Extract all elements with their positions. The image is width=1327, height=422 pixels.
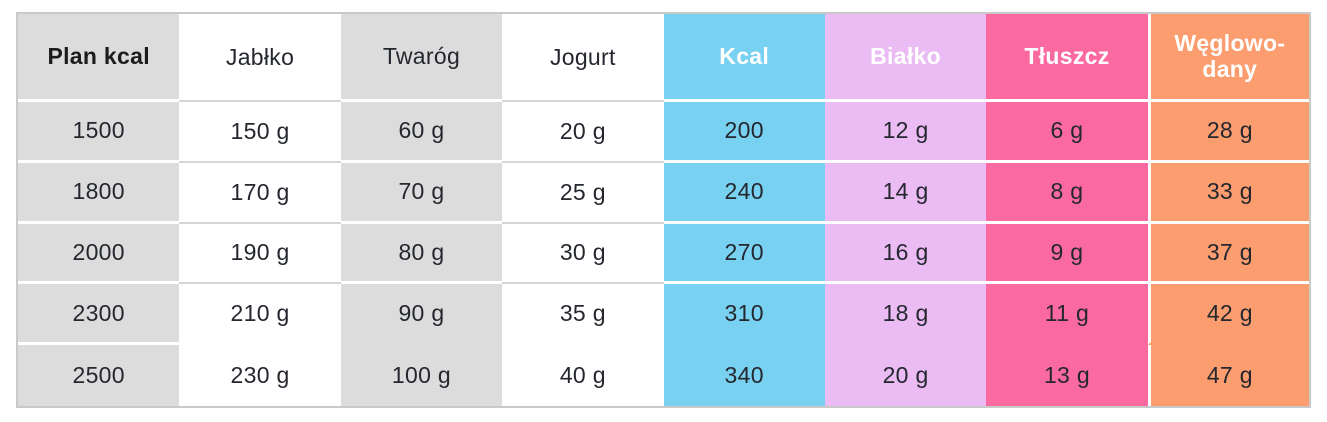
- row-header-plan: 2000: [18, 223, 180, 285]
- cell-tluszcz: 9 g: [986, 223, 1148, 285]
- table-row-1500: 1500 150 g 60 g 20 g 200 12 g 6 g 28 g: [18, 102, 1309, 163]
- table-row-2000: 2000 190 g 80 g 30 g 270 16 g 9 g 37 g: [18, 223, 1309, 285]
- cell-jogurt: 40 g: [502, 345, 664, 406]
- cell-kcal: 270: [663, 223, 825, 285]
- cell-tluszcz: 6 g: [986, 102, 1148, 163]
- cell-kcal: 240: [663, 162, 825, 224]
- cell-jogurt: 30 g: [502, 223, 664, 285]
- cell-jogurt: 35 g: [502, 284, 664, 346]
- cell-jablko: 150 g: [179, 102, 341, 163]
- cell-twarog: 90 g: [340, 284, 503, 346]
- column-header-plan-kcal: Plan kcal: [18, 14, 180, 102]
- table-row-2500: 2500 230 g 100 g 40 g 340 20 g 13 g 47 g: [18, 345, 1309, 406]
- column-header-bialko: Białko: [824, 14, 987, 102]
- cell-bialko: 20 g: [824, 345, 987, 406]
- cell-jogurt: 25 g: [502, 162, 664, 224]
- cell-tluszcz: 11 g: [986, 284, 1148, 346]
- cell-bialko: 14 g: [824, 162, 987, 224]
- column-header-kcal: Kcal: [663, 14, 825, 102]
- row-header-plan: 2300: [18, 284, 180, 346]
- cell-weglowodany: 33 g: [1147, 162, 1309, 224]
- cell-jablko: 210 g: [179, 284, 341, 346]
- table-row-2300: 2300 210 g 90 g 35 g 310 18 g 11 g 42 g: [18, 284, 1309, 346]
- cell-twarog: 60 g: [340, 102, 503, 163]
- row-header-plan: 2500: [18, 345, 180, 406]
- table-row-1800: 1800 170 g 70 g 25 g 240 14 g 8 g 33 g: [18, 162, 1309, 224]
- cell-weglowodany: 47 g: [1147, 345, 1309, 406]
- cell-tluszcz: 13 g: [986, 345, 1148, 406]
- cell-weglowodany: 37 g: [1147, 223, 1309, 285]
- cell-kcal: 340: [663, 345, 825, 406]
- nutrition-plan-table-frame: Plan kcal Jabłko Twaróg Jogurt Kcal Biał…: [16, 12, 1311, 408]
- column-header-twarog: Twaróg: [340, 14, 503, 102]
- cell-bialko: 18 g: [824, 284, 987, 346]
- cell-bialko: 16 g: [824, 223, 987, 285]
- cell-kcal: 200: [663, 102, 825, 163]
- cell-weglowodany: 28 g: [1147, 102, 1309, 163]
- cell-twarog: 70 g: [340, 162, 503, 224]
- cell-kcal: 310: [663, 284, 825, 346]
- row-header-plan: 1800: [18, 162, 180, 224]
- row-header-plan: 1500: [18, 102, 180, 163]
- column-header-weglowodany: Węglowo-dany: [1147, 14, 1309, 102]
- column-header-jogurt: Jogurt: [502, 14, 664, 102]
- cell-weglowodany: 42 g: [1147, 284, 1309, 346]
- cell-jablko: 170 g: [179, 162, 341, 224]
- cell-bialko: 12 g: [824, 102, 987, 163]
- cell-tluszcz: 8 g: [986, 162, 1148, 224]
- cell-twarog: 80 g: [340, 223, 503, 285]
- nutrition-plan-table: Plan kcal Jabłko Twaróg Jogurt Kcal Biał…: [18, 14, 1309, 406]
- cell-jogurt: 20 g: [502, 102, 664, 163]
- cell-twarog: 100 g: [340, 345, 503, 406]
- column-header-tluszcz: Tłuszcz: [986, 14, 1148, 102]
- header-row: Plan kcal Jabłko Twaróg Jogurt Kcal Biał…: [18, 14, 1309, 102]
- column-header-jablko: Jabłko: [179, 14, 341, 102]
- cell-jablko: 230 g: [179, 345, 341, 406]
- cell-jablko: 190 g: [179, 223, 341, 285]
